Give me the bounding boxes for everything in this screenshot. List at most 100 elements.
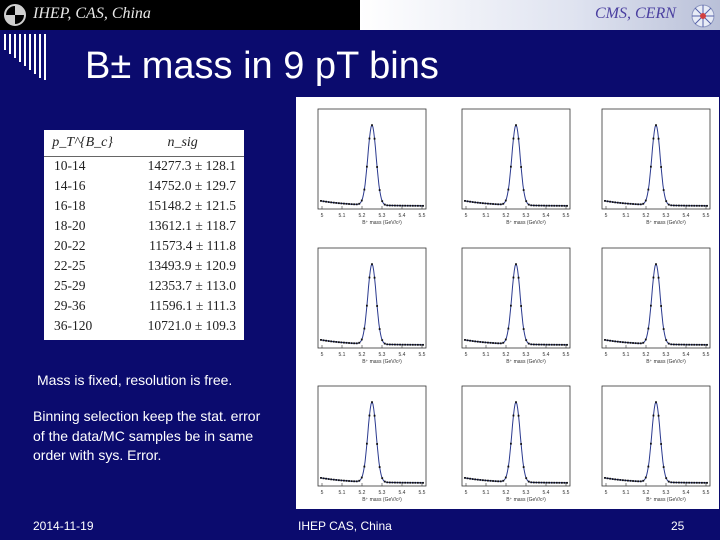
- plot-tick-label: 5: [605, 490, 608, 496]
- table-cell-value: 11573.4 ± 111.8: [149, 238, 236, 253]
- plot-x-axis-label: B⁺ mass (GeV/c²): [362, 220, 402, 226]
- plot-tick-label: 5.3: [379, 213, 386, 219]
- banner-experiment-text: CMS, CERN: [595, 5, 676, 22]
- plot-tick-label: 5: [321, 213, 324, 219]
- plot-x-axis-label: B⁺ mass (GeV/c²): [362, 497, 402, 503]
- header-banner: IHEP, CAS, China CMS, CERN: [0, 0, 720, 30]
- plot-tick-label: 5.3: [379, 352, 386, 358]
- plot-tick-label: 5.5: [419, 490, 426, 496]
- plot-tick-label: 5.5: [703, 352, 710, 358]
- table-cell-value: 11596.1 ± 111.3: [149, 298, 236, 313]
- plot-tick-label: 5.5: [703, 490, 710, 496]
- plot-tick-label: 5.1: [623, 352, 630, 358]
- plot-tick-label: 5.3: [663, 490, 670, 496]
- plot-tick-label: 5: [465, 490, 468, 496]
- plot-tick-label: 5.2: [503, 213, 510, 219]
- table-row: 16-18 15148.2 ± 121.5: [44, 196, 244, 216]
- plot-x-axis-label: B⁺ mass (GeV/c²): [506, 220, 546, 226]
- table-cell-bin: 18-20: [54, 218, 86, 233]
- plot-tick-label: 5.4: [399, 213, 406, 219]
- mass-fit-plot: 5 5.1 5.2 5.3 5.4 5.5 B⁺ mass (GeV/c²): [580, 376, 720, 513]
- plot-tick-label: 5.1: [623, 213, 630, 219]
- plot-tick-label: 5.4: [683, 490, 690, 496]
- slide-title: B± mass in 9 pT bins: [85, 45, 439, 87]
- banner-left-panel: [0, 0, 360, 30]
- table-cell-bin: 36-120: [54, 318, 93, 333]
- plot-tick-label: 5.4: [683, 213, 690, 219]
- plot-tick-label: 5.3: [663, 213, 670, 219]
- plot-tick-label: 5.5: [703, 213, 710, 219]
- table-row: 36-120 10721.0 ± 109.3: [44, 316, 244, 336]
- note-binning-selection: Binning selection keep the stat. error o…: [33, 408, 261, 463]
- table-row: 25-29 12353.7 ± 113.0: [44, 276, 244, 296]
- plot-tick-label: 5: [605, 213, 608, 219]
- plot-tick-label: 5: [321, 490, 324, 496]
- plot-tick-label: 5.4: [399, 352, 406, 358]
- plot-x-axis-label: B⁺ mass (GeV/c²): [646, 497, 686, 503]
- note-mass-fixed: Mass is fixed, resolution is free.: [37, 372, 233, 388]
- plot-tick-label: 5.1: [623, 490, 630, 496]
- table-row: 22-25 13493.9 ± 120.9: [44, 256, 244, 276]
- plot-tick-label: 5.5: [419, 352, 426, 358]
- mass-fit-plot: 5 5.1 5.2 5.3 5.4 5.5 B⁺ mass (GeV/c²): [296, 376, 437, 513]
- plot-tick-label: 5.2: [359, 490, 366, 496]
- plot-tick-label: 5.2: [503, 490, 510, 496]
- plot-tick-label: 5.2: [503, 352, 510, 358]
- plot-tick-label: 5.2: [643, 213, 650, 219]
- plot-tick-label: 5.1: [339, 213, 346, 219]
- plot-x-axis-label: B⁺ mass (GeV/c²): [646, 220, 686, 226]
- mass-fit-plot: 5 5.1 5.2 5.3 5.4 5.5 B⁺ mass (GeV/c²): [296, 99, 437, 236]
- plot-tick-label: 5.2: [643, 490, 650, 496]
- plot-tick-label: 5.5: [563, 352, 570, 358]
- table-cell-value: 14752.0 ± 129.7: [147, 178, 236, 193]
- table-cell-value: 14277.3 ± 128.1: [147, 158, 236, 174]
- table-cell-bin: 29-36: [54, 298, 86, 313]
- plot-x-axis-label: B⁺ mass (GeV/c²): [506, 359, 546, 365]
- plot-tick-label: 5.5: [563, 213, 570, 219]
- plot-tick-label: 5: [321, 352, 324, 358]
- footer-date: 2014-11-19: [33, 519, 94, 533]
- mass-fit-plot: 5 5.1 5.2 5.3 5.4 5.5 B⁺ mass (GeV/c²): [580, 238, 720, 375]
- plot-tick-label: 5.2: [359, 213, 366, 219]
- plot-tick-label: 5.3: [523, 213, 530, 219]
- plot-tick-label: 5.1: [483, 213, 490, 219]
- plot-tick-label: 5.4: [543, 352, 550, 358]
- plot-tick-label: 5.5: [419, 213, 426, 219]
- plot-tick-label: 5.1: [339, 490, 346, 496]
- cms-logo-icon: [691, 4, 715, 28]
- table-cell-value: 10721.0 ± 109.3: [147, 318, 236, 333]
- mass-fit-plot: 5 5.1 5.2 5.3 5.4 5.5 B⁺ mass (GeV/c²): [296, 238, 437, 375]
- table-cell-value: 15148.2 ± 121.5: [147, 198, 236, 213]
- footer-page-number: 25: [671, 519, 685, 533]
- plot-x-axis-label: B⁺ mass (GeV/c²): [506, 497, 546, 503]
- table-row: 20-22 11573.4 ± 111.8: [44, 236, 244, 256]
- table-header-pt: p_T^{B_c}: [44, 130, 122, 157]
- plot-tick-label: 5.3: [379, 490, 386, 496]
- plot-tick-label: 5.4: [683, 352, 690, 358]
- table-cell-value: 12353.7 ± 113.0: [148, 278, 236, 293]
- plot-tick-label: 5.3: [523, 352, 530, 358]
- plot-tick-label: 5.2: [643, 352, 650, 358]
- decorative-bars: [4, 34, 46, 80]
- plot-tick-label: 5.2: [359, 352, 366, 358]
- table-cell-value: 13493.9 ± 120.9: [147, 258, 236, 273]
- mass-fit-plot: 5 5.1 5.2 5.3 5.4 5.5 B⁺ mass (GeV/c²): [440, 376, 581, 513]
- plot-tick-label: 5.4: [543, 213, 550, 219]
- signal-yield-table: p_T^{B_c} n_sig 10-14 14277.3 ± 128.1 14-…: [44, 130, 244, 340]
- table-cell-value: 13612.1 ± 118.7: [148, 218, 236, 233]
- plot-tick-label: 5.1: [483, 352, 490, 358]
- plot-tick-label: 5.1: [483, 490, 490, 496]
- table-header-nsig: n_sig: [121, 130, 244, 157]
- mass-fit-plot: 5 5.1 5.2 5.3 5.4 5.5 B⁺ mass (GeV/c²): [440, 238, 581, 375]
- banner-institution-text: IHEP, CAS, China: [33, 5, 151, 22]
- table-row: 29-36 11596.1 ± 111.3: [44, 296, 244, 316]
- plot-x-axis-label: B⁺ mass (GeV/c²): [646, 359, 686, 365]
- plot-tick-label: 5.4: [543, 490, 550, 496]
- plot-tick-label: 5: [465, 352, 468, 358]
- plot-tick-label: 5.3: [663, 352, 670, 358]
- table-cell-bin: 20-22: [54, 238, 86, 253]
- plot-x-axis-label: B⁺ mass (GeV/c²): [362, 359, 402, 365]
- table-row: 10-14 14277.3 ± 128.1: [44, 156, 244, 176]
- plot-tick-label: 5.5: [563, 490, 570, 496]
- table-cell-bin: 16-18: [54, 198, 86, 213]
